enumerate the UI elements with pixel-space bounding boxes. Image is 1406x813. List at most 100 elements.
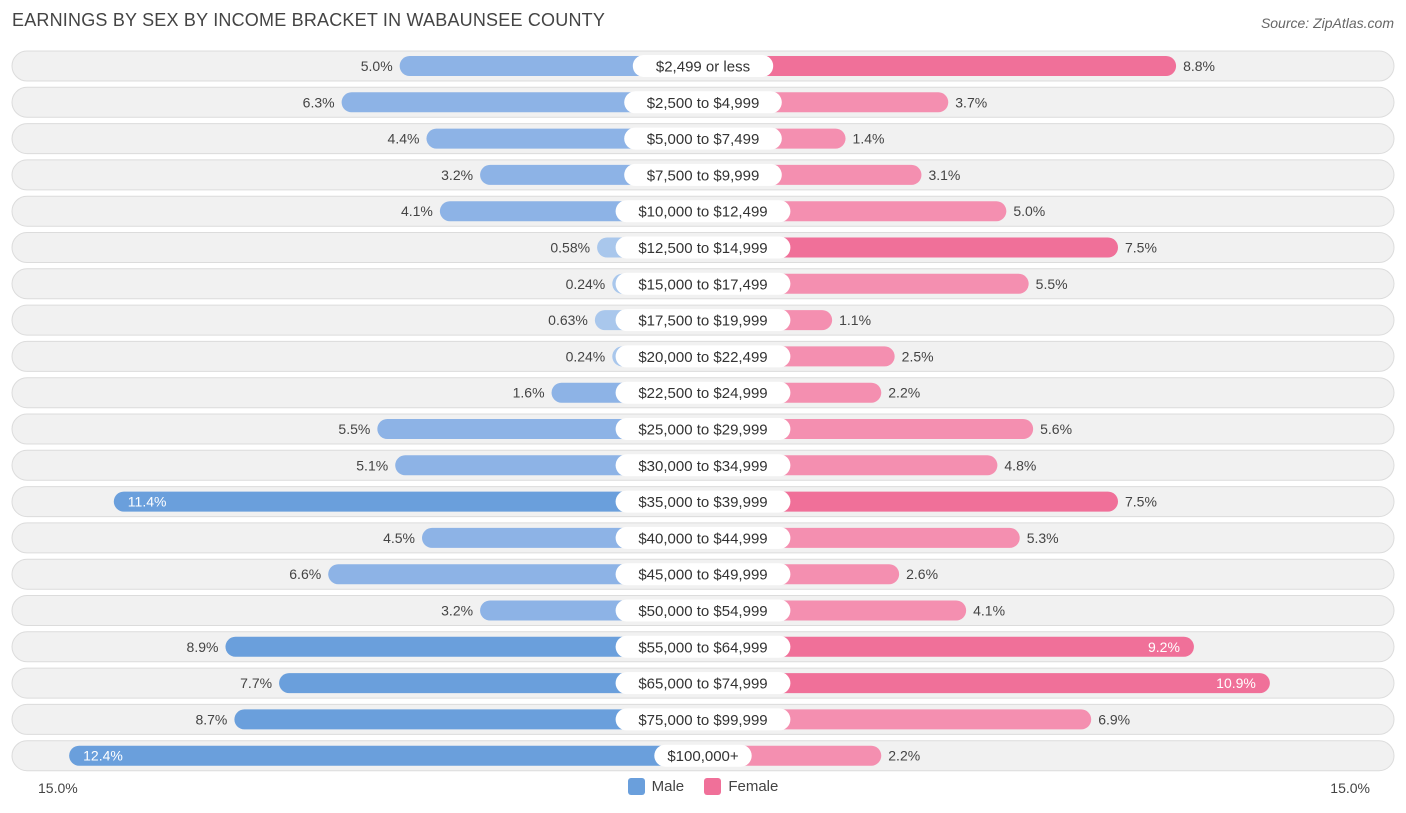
category-pill (615, 381, 791, 404)
value-label-male: 6.3% (303, 94, 335, 110)
value-label-female: 6.9% (1098, 711, 1130, 727)
bar-male[interactable] (279, 673, 703, 694)
row-14: 6.6% 2.6% $45,000 to $49,999 (11, 558, 1395, 590)
value-label-female: 4.8% (1004, 457, 1036, 473)
row-10: 5.5% 5.6% $25,000 to $29,999 (11, 413, 1395, 445)
category-pill (624, 163, 782, 186)
category-label: $12,500 to $14,999 (638, 240, 767, 257)
category-label: $65,000 to $74,999 (638, 676, 767, 693)
category-label: $30,000 to $34,999 (638, 458, 767, 475)
bar-male[interactable] (328, 564, 703, 585)
row-15: 3.2% 4.1% $50,000 to $54,999 (11, 595, 1395, 626)
category-label: $22,500 to $24,999 (638, 385, 767, 402)
category-pill (615, 418, 791, 440)
legend-swatch-male (627, 778, 645, 795)
row-5: 0.58% 7.5% $12,500 to $14,999 (11, 232, 1395, 263)
value-label-male: 0.63% (548, 312, 588, 328)
category-pill (615, 200, 791, 223)
category-pill (615, 599, 791, 622)
category-label: $40,000 to $44,999 (638, 530, 767, 547)
value-label-male: 6.6% (289, 566, 321, 582)
value-label-male: 4.1% (401, 203, 433, 219)
value-label-male: 0.58% (550, 240, 590, 256)
category-pill (654, 744, 752, 767)
category-label: $50,000 to $54,999 (638, 603, 767, 620)
value-label-female: 5.5% (1036, 276, 1068, 292)
bar-female[interactable] (703, 636, 1194, 657)
bar-female[interactable] (703, 491, 1118, 512)
category-label: $55,000 to $64,999 (638, 639, 767, 656)
axis-left-label: 15.0% (38, 780, 78, 796)
category-pill (615, 526, 791, 549)
category-label: $100,000+ (667, 748, 739, 765)
category-pill (615, 490, 791, 513)
row-11: 5.1% 4.8% $30,000 to $34,999 (11, 449, 1395, 481)
chart-title: EARNINGS BY SEX BY INCOME BRACKET IN WAB… (12, 10, 606, 30)
bar-female[interactable] (703, 56, 1177, 76)
value-label-female: 7.5% (1125, 240, 1157, 256)
row-3: 3.2% 3.1% $7,500 to $9,999 (11, 159, 1395, 191)
bar-female[interactable] (703, 673, 1270, 694)
row-7: 0.63% 1.1% $17,500 to $19,999 (11, 304, 1395, 336)
category-pill (615, 454, 791, 477)
category-pill (615, 563, 791, 586)
bar-male[interactable] (69, 745, 704, 766)
category-pill (615, 236, 791, 259)
value-label-male: 8.7% (195, 711, 227, 727)
category-pill (615, 635, 791, 658)
value-label-male: 11.4% (128, 494, 167, 510)
category-label: $45,000 to $49,999 (638, 567, 767, 584)
row-6: 0.24% 5.5% $15,000 to $17,499 (11, 268, 1395, 300)
value-label-female: 2.5% (902, 348, 934, 364)
value-label-male: 4.5% (383, 530, 415, 546)
bar-male[interactable] (113, 491, 704, 512)
legend: Male Female (0, 778, 1406, 799)
category-pill (624, 127, 782, 150)
value-label-female: 8.8% (1183, 58, 1215, 74)
category-label: $15,000 to $17,499 (638, 276, 767, 293)
category-label: $7,500 to $9,999 (647, 167, 760, 184)
bar-male[interactable] (399, 56, 703, 76)
value-label-male: 8.9% (187, 639, 219, 655)
value-label-male: 4.4% (388, 131, 420, 147)
value-label-female: 3.7% (955, 94, 987, 110)
category-pill (615, 345, 791, 368)
category-label: $75,000 to $99,999 (638, 712, 767, 729)
category-pill (615, 672, 791, 695)
bar-male[interactable] (234, 709, 703, 730)
legend-item-female[interactable]: Female (704, 778, 778, 795)
chart-area: 5.0% 8.8% $2,499 or less 6.3% 3.7% $2,500 to … (11, 50, 1395, 772)
value-label-female: 4.1% (973, 603, 1005, 619)
value-label-female: 3.1% (928, 167, 960, 183)
row-18: 8.7% 6.9% $75,000 to $99,999 (11, 703, 1395, 735)
row-0: 5.0% 8.8% $2,499 or less (11, 50, 1395, 82)
value-label-female: 5.3% (1027, 530, 1059, 546)
row-19: 12.4% 2.2% $100,000+ (11, 740, 1395, 772)
category-label: $20,000 to $22,499 (638, 349, 767, 366)
bar-male[interactable] (341, 92, 703, 113)
bar-female[interactable] (703, 237, 1118, 258)
value-label-female: 10.9% (1216, 675, 1256, 691)
legend-label-male: Male (651, 778, 685, 795)
value-label-male: 5.5% (338, 421, 370, 437)
source-label: Source: ZipAtlas.com (1260, 15, 1394, 31)
value-label-male: 3.2% (441, 603, 473, 619)
legend-label-female: Female (728, 778, 779, 795)
value-label-female: 7.5% (1125, 494, 1157, 510)
value-label-female: 5.0% (1013, 203, 1045, 219)
value-label-female: 2.6% (906, 566, 938, 582)
row-13: 4.5% 5.3% $40,000 to $44,999 (11, 522, 1395, 554)
row-16: 8.9% 9.2% $55,000 to $64,999 (11, 631, 1395, 663)
value-label-male: 0.24% (566, 276, 606, 292)
row-12: 11.4% 7.5% $35,000 to $39,999 (11, 486, 1395, 518)
row-1: 6.3% 3.7% $2,500 to $4,999 (11, 86, 1395, 118)
category-label: $2,499 or less (656, 59, 750, 76)
row-8: 0.24% 2.5% $20,000 to $22,499 (11, 340, 1395, 372)
row-2: 4.4% 1.4% $5,000 to $7,499 (11, 123, 1395, 155)
bar-female[interactable] (703, 709, 1092, 730)
bar-male[interactable] (225, 636, 703, 657)
value-label-female: 2.2% (888, 385, 920, 401)
legend-item-male[interactable]: Male (627, 778, 685, 795)
value-label-male: 0.24% (566, 348, 606, 364)
category-pill (624, 91, 782, 114)
